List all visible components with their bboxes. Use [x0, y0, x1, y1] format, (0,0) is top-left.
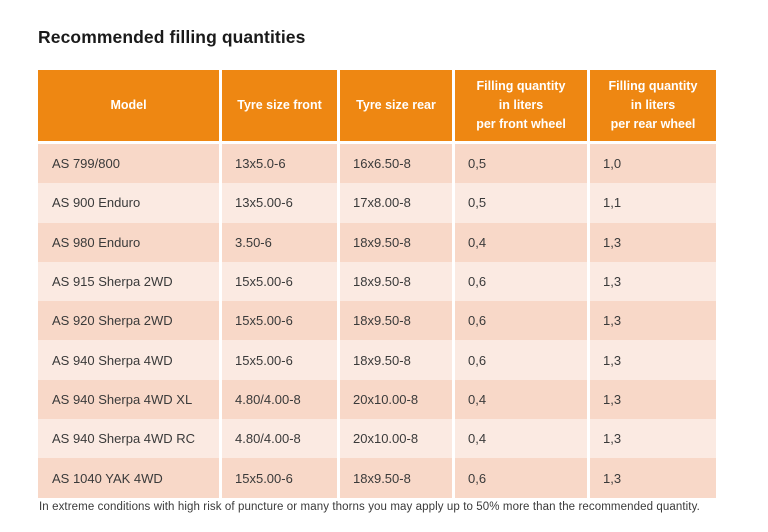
table-cell-filling_rear: 1,3: [590, 222, 716, 262]
table-cell-filling_rear: 1,3: [590, 379, 716, 420]
table-header-row: Model Tyre size front Tyre size rear Fil…: [38, 70, 716, 141]
table-cell-tyre_size_front: 3.50-6: [222, 222, 337, 262]
table-row: AS 940 Sherpa 4WD RC 4.80/4.00-8 20x10.00-…: [38, 419, 716, 459]
table-cell-tyre_size_front: 15x5.00-6: [222, 261, 337, 302]
table-cell-filling_front: 0,4: [455, 222, 587, 262]
table-cell-model: AS 980 Enduro: [38, 222, 219, 262]
table-cell-filling_front: 0,6: [455, 458, 587, 498]
table-cell-tyre_size_rear: 18x9.50-8: [340, 301, 452, 341]
table-cell-tyre_size_rear: 17x8.00-8: [340, 183, 452, 223]
table-cell-tyre_size_rear: 16x6.50-8: [340, 144, 452, 184]
table-row: AS 1040 YAK 4WD 15x5.00-6 18x9.50-8 0,6 1,3: [38, 458, 716, 498]
table-cell-filling_rear: 1,3: [590, 340, 716, 380]
footnote: In extreme conditions with high risk of …: [39, 501, 700, 513]
table-cell-model: AS 920 Sherpa 2WD: [38, 301, 219, 341]
table-row: AS 920 Sherpa 2WD 15x5.00-6 18x9.50-8 0,6 1,…: [38, 301, 716, 341]
table-cell-model: AS 799/800: [38, 144, 219, 184]
table-cell-tyre_size_rear: 18x9.50-8: [340, 340, 452, 380]
table-cell-tyre_size_front: 15x5.00-6: [222, 340, 337, 380]
filling-quantities-table: Model Tyre size front Tyre size rear Fil…: [38, 70, 716, 498]
table-row: AS 980 Enduro 3.50-6 18x9.50-8 0,4 1,3: [38, 222, 716, 262]
header-cell-filling-rear: Filling quantity in liters per rear whee…: [590, 70, 716, 141]
table-cell-tyre_size_front: 15x5.00-6: [222, 458, 337, 498]
table-cell-model: AS 915 Sherpa 2WD: [38, 261, 219, 302]
header-cell-model: Model: [38, 70, 219, 141]
table-cell-filling_front: 0,5: [455, 144, 587, 184]
table-cell-filling_front: 0,4: [455, 419, 587, 459]
table-cell-filling_rear: 1,3: [590, 419, 716, 459]
table-cell-tyre_size_front: 13x5.00-6: [222, 183, 337, 223]
table-cell-model: AS 940 Sherpa 4WD XL: [38, 379, 219, 420]
table-cell-tyre_size_rear: 20x10.00-8: [340, 419, 452, 459]
table-cell-filling_rear: 1,3: [590, 301, 716, 341]
table-cell-model: AS 940 Sherpa 4WD RC: [38, 419, 219, 459]
table-row: AS 940 Sherpa 4WD 15x5.00-6 18x9.50-8 0,6 1,…: [38, 340, 716, 380]
page-title: Recommended filling quantities: [38, 27, 306, 47]
table-row: AS 940 Sherpa 4WD XL 4.80/4.00-8 20x10.00-…: [38, 379, 716, 420]
table-cell-filling_rear: 1,3: [590, 261, 716, 302]
table-cell-filling_rear: 1,0: [590, 144, 716, 184]
table-row: AS 900 Enduro 13x5.00-6 17x8.00-8 0,5 1,1: [38, 183, 716, 223]
table-cell-tyre_size_front: 4.80/4.00-8: [222, 419, 337, 459]
table-cell-tyre_size_rear: 20x10.00-8: [340, 379, 452, 420]
table-cell-tyre_size_front: 4.80/4.00-8: [222, 379, 337, 420]
table-cell-model: AS 940 Sherpa 4WD: [38, 340, 219, 380]
table-cell-filling_front: 0,6: [455, 301, 587, 341]
table-cell-tyre_size_rear: 18x9.50-8: [340, 458, 452, 498]
table-cell-filling_rear: 1,1: [590, 183, 716, 223]
table-cell-filling_front: 0,5: [455, 183, 587, 223]
table-cell-filling_front: 0,4: [455, 379, 587, 420]
table-cell-tyre_size_rear: 18x9.50-8: [340, 261, 452, 302]
table-cell-model: AS 1040 YAK 4WD: [38, 458, 219, 498]
table-cell-tyre_size_rear: 18x9.50-8: [340, 222, 452, 262]
table-row: AS 799/800 13x5.0-6 16x6.50-8 0,5 1,0: [38, 144, 716, 184]
table-cell-filling_front: 0,6: [455, 261, 587, 302]
table-cell-filling_rear: 1,3: [590, 458, 716, 498]
header-cell-tyre-size-front: Tyre size front: [222, 70, 337, 141]
table-cell-tyre_size_front: 13x5.0-6: [222, 144, 337, 184]
table-cell-tyre_size_front: 15x5.00-6: [222, 301, 337, 341]
table-cell-model: AS 900 Enduro: [38, 183, 219, 223]
table-body: AS 799/800 13x5.0-6 16x6.50-8 0,5 1,0 AS 900 …: [38, 144, 716, 498]
table-row: AS 915 Sherpa 2WD 15x5.00-6 18x9.50-8 0,6 1,…: [38, 261, 716, 302]
header-cell-filling-front: Filling quantity in liters per front whe…: [455, 70, 587, 141]
header-cell-tyre-size-rear: Tyre size rear: [340, 70, 452, 141]
table-cell-filling_front: 0,6: [455, 340, 587, 380]
